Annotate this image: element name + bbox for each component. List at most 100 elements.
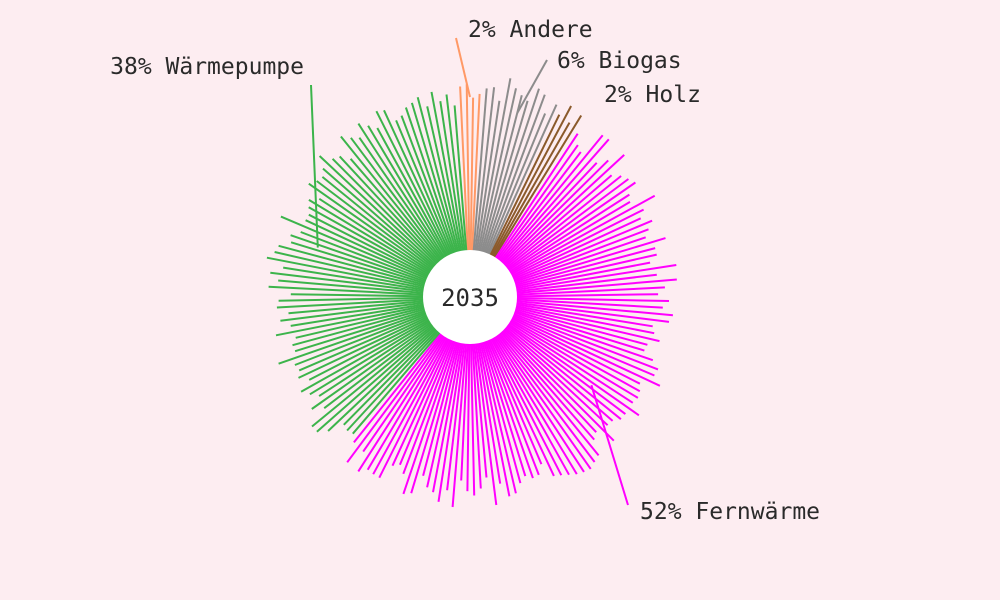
slice-line	[300, 231, 445, 288]
slice-line	[485, 144, 579, 275]
slice-andere	[459, 84, 481, 270]
slice-line	[402, 323, 462, 495]
slice-lines	[266, 78, 677, 508]
slice-line	[473, 100, 501, 270]
slice-line	[469, 324, 476, 496]
slice-line	[483, 320, 578, 475]
slice-line	[311, 313, 449, 428]
slice-line	[495, 228, 649, 289]
slice-line	[497, 278, 677, 296]
slice-line	[367, 125, 457, 274]
slice-line	[482, 321, 570, 476]
slice-line	[497, 297, 663, 309]
slice-line	[460, 324, 470, 481]
slice-line	[474, 324, 511, 497]
slice-line	[497, 296, 670, 302]
slice-line	[469, 97, 475, 270]
slice-label: 2% Holz	[604, 82, 701, 108]
slice-line	[357, 123, 456, 275]
slice-line	[338, 155, 452, 278]
slice-line	[340, 135, 454, 276]
slice-line	[316, 314, 450, 433]
slice-line	[266, 256, 443, 293]
slice-line	[353, 318, 454, 444]
slice-w-rmepumpe	[266, 91, 469, 435]
slice-line	[295, 302, 443, 339]
slice-line	[323, 313, 449, 409]
slice-line	[278, 296, 443, 302]
slice-line	[476, 94, 523, 271]
slice-line	[497, 286, 665, 297]
slice-line	[316, 180, 449, 281]
slice-line	[280, 299, 443, 322]
slice-line	[366, 320, 457, 471]
slice-line	[495, 307, 655, 377]
slice-line	[475, 324, 517, 494]
slice-line	[465, 84, 471, 270]
slice-line	[497, 300, 653, 328]
slice-line	[478, 323, 534, 479]
slice-line	[270, 271, 443, 295]
slice-line	[495, 219, 653, 288]
slice-line	[290, 300, 443, 327]
slice-line	[489, 159, 609, 279]
slice-line	[280, 215, 445, 287]
slice-line	[493, 310, 639, 399]
slice-line	[474, 78, 512, 270]
slice-line	[495, 306, 659, 371]
slice-line	[416, 97, 464, 271]
slice-line	[486, 151, 582, 276]
slice-line	[432, 324, 466, 493]
slice-line	[471, 88, 488, 270]
slice-line	[492, 312, 640, 417]
slice-line	[496, 237, 666, 290]
slice-line	[484, 319, 585, 473]
slice-line	[451, 324, 469, 508]
slice-line	[278, 279, 443, 296]
slice-line	[322, 167, 450, 280]
slice-line	[487, 138, 610, 277]
slice-line	[383, 109, 460, 273]
slice-line	[298, 307, 446, 379]
slice-line	[318, 197, 448, 283]
slice-line	[308, 199, 447, 284]
slice-line	[294, 306, 445, 366]
slice-line	[493, 201, 631, 284]
slice-line	[489, 315, 609, 426]
slice-line	[410, 102, 463, 271]
leader-line	[516, 59, 548, 114]
slice-line	[494, 194, 656, 285]
slice-line	[481, 114, 561, 273]
slice-line	[485, 319, 592, 470]
slice-line	[477, 323, 527, 477]
leader-line	[310, 84, 319, 248]
slice-line	[422, 323, 464, 476]
slice-line	[484, 133, 579, 275]
slice-line	[376, 127, 458, 273]
slice-labels: 2% Andere 6% Biogas 2% Holz 52% Fernwärme 38…	[110, 17, 820, 525]
slice-line	[327, 315, 451, 432]
slice-line	[475, 88, 517, 270]
slice-line	[278, 305, 444, 365]
slice-line	[497, 302, 660, 343]
slice-line	[476, 323, 522, 484]
slice-line	[305, 219, 446, 287]
slice-line	[497, 261, 651, 293]
slice-line	[400, 115, 462, 272]
slice-line	[496, 303, 648, 346]
slice-line	[404, 107, 462, 271]
slice-line	[283, 266, 443, 294]
slice-line	[481, 321, 563, 476]
slice-label: 6% Biogas	[557, 48, 682, 74]
slice-line	[496, 304, 645, 352]
slice-line	[275, 301, 443, 337]
slice-line	[496, 305, 654, 362]
slice-line	[497, 293, 659, 298]
slice-line	[343, 316, 452, 426]
slice-line	[362, 319, 455, 453]
slice-line	[496, 236, 647, 289]
slice-line	[391, 321, 460, 467]
slice-line	[346, 316, 452, 432]
slice-holz	[481, 105, 583, 274]
slice-line	[487, 317, 595, 441]
